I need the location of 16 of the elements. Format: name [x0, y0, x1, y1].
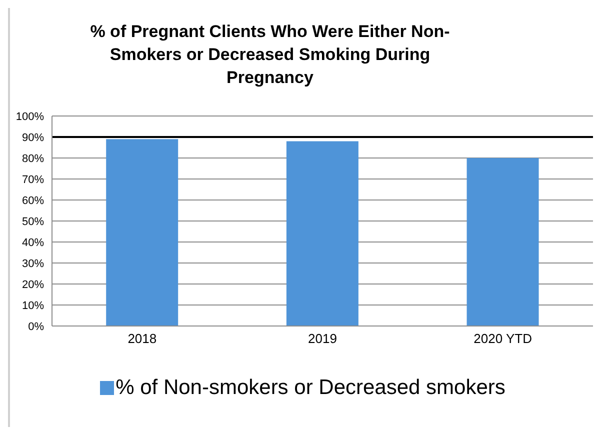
- y-tick-label: 0%: [28, 320, 44, 333]
- x-tick-label: 2018: [128, 331, 157, 346]
- y-tick-label: 40%: [22, 236, 44, 249]
- x-tick-label: 2019: [308, 331, 337, 346]
- chart-title: % of Pregnant Clients Who Were Either Non-Smokers or Decreased Smoking During Pregnancy: [90, 21, 450, 89]
- y-tick-label: 50%: [22, 216, 44, 228]
- y-tick-label: 100%: [16, 110, 44, 123]
- x-tick-label: 2020 YTD: [474, 331, 532, 346]
- y-tick-label: 30%: [22, 258, 44, 270]
- legend-label: % of Non-smokers or Decreased smokers: [114, 376, 506, 400]
- y-tick-label: 20%: [22, 278, 44, 291]
- y-tick-label: 80%: [22, 152, 44, 165]
- y-tick-label: 60%: [22, 194, 44, 207]
- y-tick-label: 90%: [22, 132, 44, 144]
- y-tick-label: 70%: [22, 174, 44, 186]
- y-tick-label: 10%: [22, 300, 44, 312]
